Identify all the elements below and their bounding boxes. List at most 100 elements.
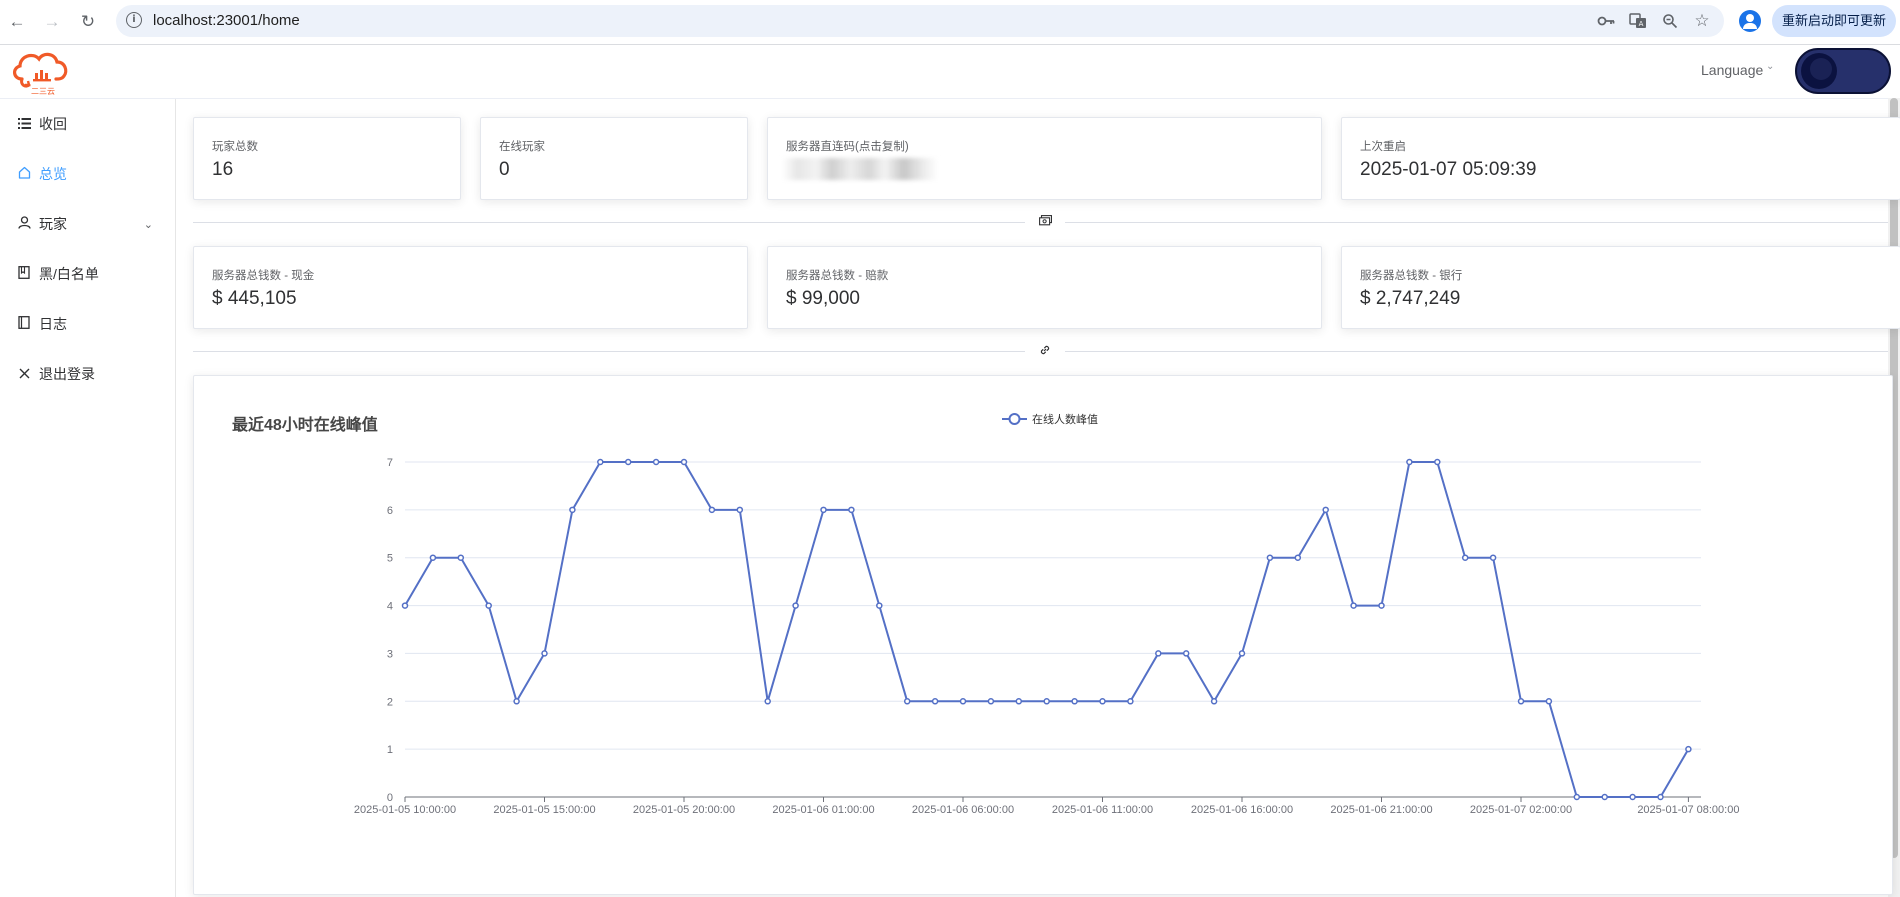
data-point [541, 650, 548, 657]
back-icon[interactable]: ← [8, 12, 26, 31]
data-point [931, 698, 939, 705]
sidebar-item-label: 黑/白名单 [39, 266, 99, 282]
stat-card-money-compensation: 服务器总钱数 - 赔款 $ 99,000 [767, 246, 1322, 329]
data-point [876, 602, 883, 609]
data-point [1266, 554, 1274, 561]
stat-card-online-players: 在线玩家 0 [480, 117, 748, 200]
stat-value: 0 [499, 159, 510, 180]
data-point [1434, 458, 1441, 466]
data-point [1210, 698, 1218, 705]
collapse-list-icon [16, 116, 32, 132]
x-tick-label: 2025-01-06 01:00:00 [772, 804, 874, 816]
data-point [792, 602, 799, 609]
translate-icon[interactable]: A [1629, 12, 1647, 30]
data-point [1322, 506, 1329, 514]
data-point [1238, 650, 1246, 657]
data-point [457, 554, 465, 561]
stat-card-connect-code[interactable]: 服务器直连码(点击复制) [767, 117, 1322, 200]
data-point [1294, 554, 1302, 561]
blurred-connect-code[interactable] [782, 158, 938, 180]
data-point [569, 506, 576, 514]
user-icon [16, 216, 32, 232]
x-tick-label: 2025-01-06 06:00:00 [912, 804, 1014, 816]
x-tick-label: 2025-01-05 15:00:00 [493, 804, 595, 816]
data-point [485, 602, 492, 609]
data-point [820, 506, 827, 514]
line-chart[interactable]: 0 1 2 3 4 5 6 7 2025-01-05 10:00:00 2025-01-05 15… [194, 376, 1894, 896]
sidebar-item-label: 总览 [39, 166, 67, 182]
data-point [1182, 650, 1190, 657]
data-point [680, 458, 688, 466]
sidebar-item-logout[interactable]: 退出登录 [0, 349, 175, 399]
money-icon [1025, 215, 1065, 229]
y-tick-label: 2 [387, 696, 393, 708]
stat-card-money-cash: 服务器总钱数 - 现金 $ 445,105 [193, 246, 748, 329]
sidebar-item-label: 收回 [39, 116, 67, 132]
data-point [652, 458, 660, 466]
x-tick-label: 2025-01-07 02:00:00 [1470, 804, 1572, 816]
data-point [513, 698, 520, 705]
chart-title: 最近48小时在线峰值 [232, 417, 378, 434]
sidebar-item-logs[interactable]: 日志 [0, 299, 175, 349]
chevron-down-icon[interactable]: ⌄ [1766, 61, 1775, 72]
key-icon[interactable] [1597, 12, 1615, 30]
logo[interactable]: 二三云 [10, 49, 72, 97]
x-tick-label: 2025-01-06 11:00:00 [1052, 804, 1153, 816]
language-dropdown[interactable]: Language [1701, 62, 1764, 78]
y-tick-label: 1 [387, 744, 393, 756]
sidebar-item-players[interactable]: 玩家 ⌄ [0, 199, 175, 249]
bookmark-star-icon[interactable]: ☆ [1694, 11, 1710, 30]
sidebar-item-label: 日志 [39, 316, 67, 332]
stat-value: $ 445,105 [212, 288, 297, 309]
stat-label: 玩家总数 [212, 141, 258, 153]
zoom-icon[interactable] [1661, 12, 1679, 30]
legend-label: 在线人数峰值 [1032, 412, 1098, 426]
data-point [1350, 602, 1357, 609]
x-tick-label: 2025-01-05 10:00:00 [354, 804, 456, 816]
data-point [1545, 698, 1553, 705]
update-button[interactable]: 重新启动即可更新 [1772, 5, 1896, 37]
data-point [1155, 650, 1162, 657]
stat-card-total-players: 玩家总数 16 [193, 117, 461, 200]
browser-toolbar: ← → ↻ i localhost:23001/home A ☆ 重新启动即可更… [0, 0, 1900, 45]
address-bar[interactable]: i localhost:23001/home A ☆ [116, 5, 1724, 37]
scrollbar-thumb[interactable] [1890, 98, 1898, 858]
stat-label: 服务器总钱数 - 现金 [212, 270, 315, 282]
notebook-icon [16, 266, 32, 282]
chart-card: 最近48小时在线峰值 0 1 2 3 4 5 6 7 2025-01-05 10:00:00 20… [193, 375, 1893, 895]
data-point [1015, 698, 1023, 705]
moon-icon [1801, 53, 1837, 89]
data-point [736, 506, 744, 514]
reload-icon[interactable]: ↻ [80, 12, 96, 31]
stat-card-last-restart: 上次重启 2025-01-07 05:09:39 [1341, 117, 1900, 200]
data-point [1629, 793, 1636, 801]
data-point [1127, 698, 1134, 705]
data-point [1657, 793, 1664, 801]
home-icon [16, 166, 32, 182]
y-tick-label: 6 [387, 505, 393, 517]
data-point [1071, 698, 1078, 705]
forward-icon[interactable]: → [43, 12, 61, 31]
url-text: localhost:23001/home [153, 12, 300, 29]
theme-toggle[interactable] [1795, 48, 1891, 94]
sidebar-item-label: 退出登录 [39, 366, 95, 382]
data-point [1601, 793, 1608, 801]
data-point [1043, 698, 1050, 705]
data-point [1461, 554, 1469, 561]
stat-label: 服务器总钱数 - 赔款 [786, 270, 889, 282]
stat-value: $ 2,747,249 [1360, 288, 1461, 309]
data-point [1489, 554, 1497, 561]
site-info-icon[interactable]: i [126, 12, 142, 28]
data-point [1378, 602, 1385, 609]
profile-avatar-icon[interactable] [1739, 10, 1761, 32]
data-point [597, 458, 604, 466]
sidebar-item-label: 玩家 [39, 216, 67, 232]
sidebar-item-collapse[interactable]: 收回 [0, 99, 175, 149]
sidebar-item-overview[interactable]: 总览 [0, 149, 175, 199]
x-tick-label: 2025-01-07 08:00:00 [1637, 804, 1739, 816]
data-point [1517, 698, 1525, 705]
x-tick-label: 2025-01-05 20:00:00 [633, 804, 735, 816]
data-point [1685, 745, 1692, 753]
close-icon [16, 366, 32, 382]
sidebar-item-blackwhite-list[interactable]: 黑/白名单 [0, 249, 175, 299]
